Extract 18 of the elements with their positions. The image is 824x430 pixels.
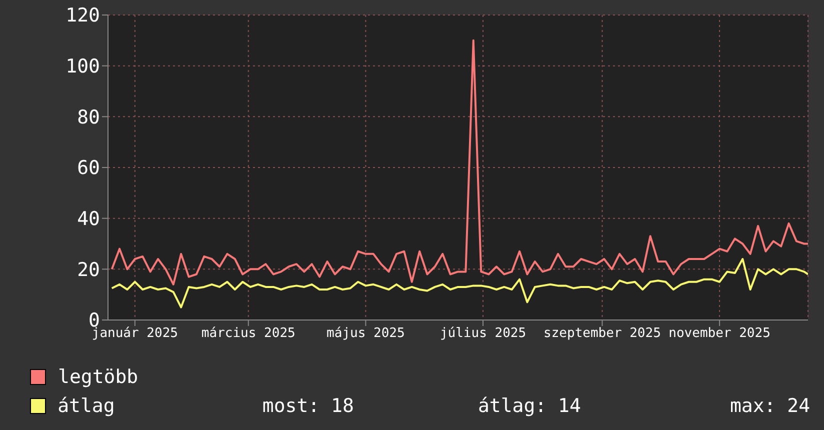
y-tick-label: 80 — [77, 106, 100, 128]
y-tick-label: 20 — [77, 258, 100, 281]
line-series — [110, 258, 808, 308]
y-tick-label: 100 — [66, 56, 100, 78]
x-tick-label: május 2025 — [326, 326, 405, 342]
legend-label: átlag — [58, 394, 116, 416]
x-tick-label: március 2025 — [201, 326, 296, 342]
line-series — [110, 39, 808, 286]
y-tick-label: 60 — [77, 157, 100, 180]
text: átlag: 14 — [478, 394, 582, 416]
legend-label: legtöbb — [58, 366, 140, 388]
x-tick-label: szeptember 2025 — [544, 326, 661, 342]
text: max: 24 — [728, 394, 810, 416]
y-tick-label: 120 — [66, 4, 100, 27]
x-tick-label: november 2025 — [668, 326, 770, 342]
y-tick-label: 40 — [77, 208, 100, 230]
x-tick-label: július 2025 — [440, 326, 526, 342]
text: most: 18 — [262, 394, 355, 416]
